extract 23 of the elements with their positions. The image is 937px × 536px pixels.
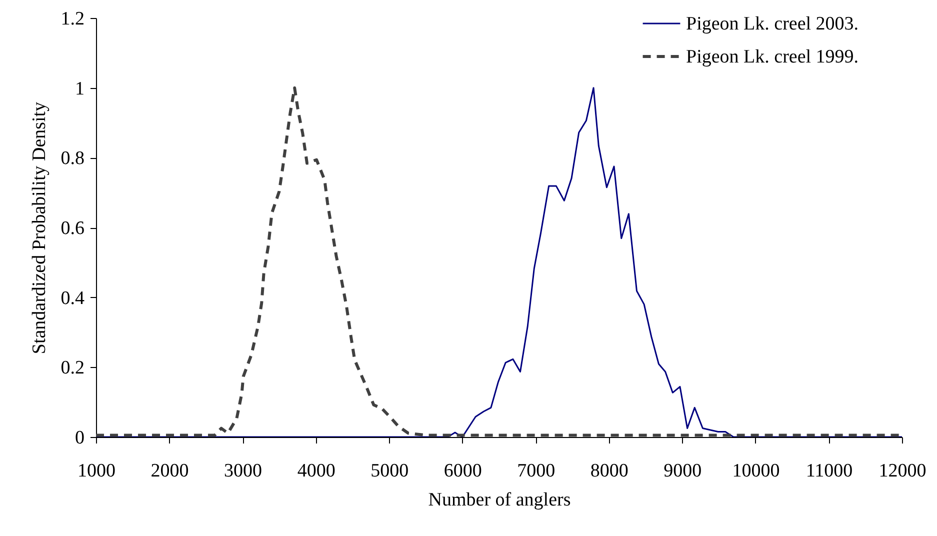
y-tick-label: 0: [75, 428, 84, 448]
x-tick-label: 11000: [806, 460, 853, 482]
x-tick-label: 4000: [297, 460, 336, 482]
y-tick-label: 0.8: [60, 148, 84, 170]
y-tick-label: 0.6: [60, 218, 84, 239]
y-tick-label: 1: [75, 78, 84, 100]
x-tick-label: 10000: [732, 460, 780, 482]
y-tick-label: 0.2: [60, 358, 84, 379]
legend-label: Pigeon Lk. creel 1999.: [686, 46, 859, 68]
x-tick-label: 2000: [150, 460, 189, 482]
y-tick-label: 1.2: [60, 8, 84, 30]
legend-label: Pigeon Lk. creel 2003.: [686, 14, 859, 34]
y-tick-label: 0.4: [60, 288, 85, 309]
x-tick-label: 5000: [370, 460, 409, 482]
x-tick-label: 9000: [664, 460, 702, 482]
y-axis-title: Standardized Probability Density: [28, 101, 50, 354]
x-tick-label: 1000: [78, 460, 116, 482]
x-tick-label: 6000: [444, 460, 482, 482]
x-tick-label: 7000: [517, 460, 556, 482]
x-tick-label: 8000: [590, 460, 628, 482]
x-tick-label: 12000: [878, 460, 926, 482]
x-tick-label: 3000: [224, 460, 262, 482]
x-axis-title: Number of anglers: [428, 490, 571, 510]
